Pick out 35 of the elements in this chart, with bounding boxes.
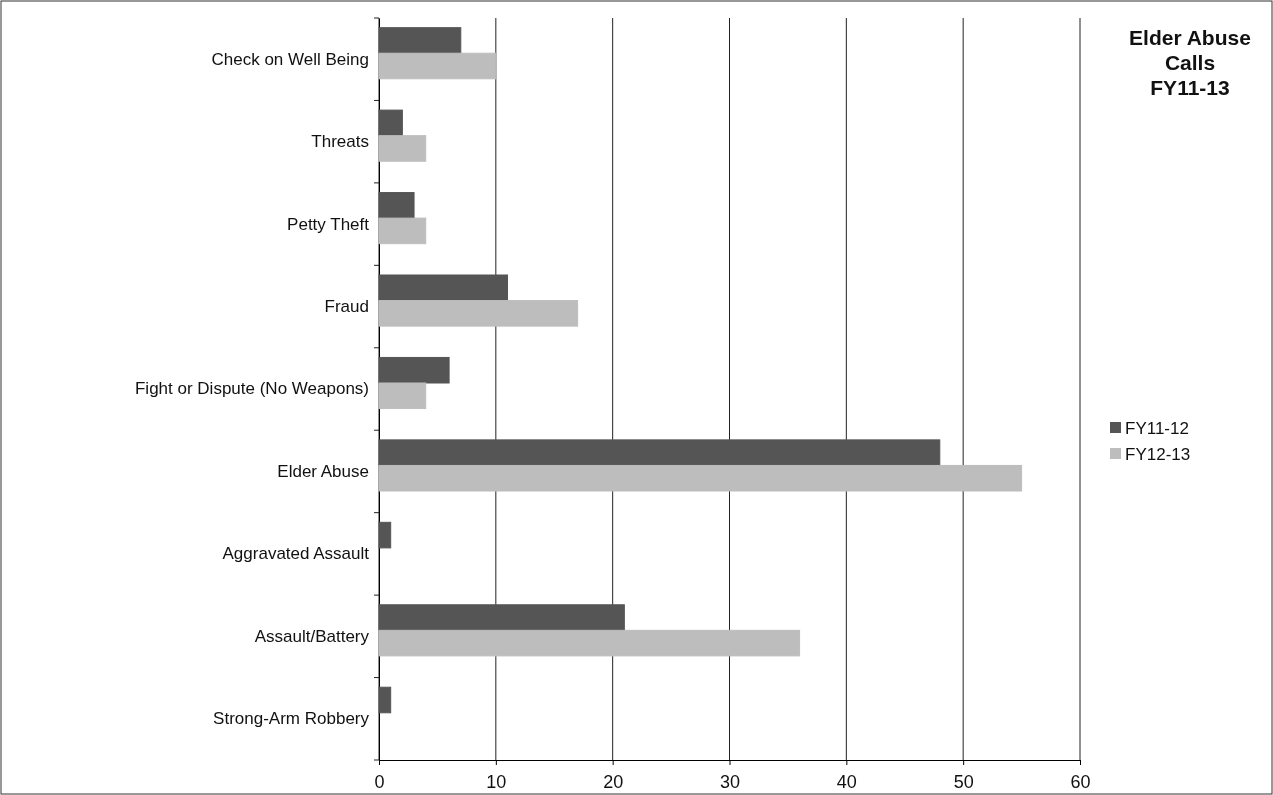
x-tick-label: 50 <box>953 771 974 792</box>
bar <box>378 382 427 410</box>
y-tick-label: Fraud <box>324 297 369 316</box>
y-tick-label: Elder Abuse <box>277 461 369 481</box>
bar <box>378 300 579 327</box>
x-tick-label: 30 <box>719 771 741 792</box>
bar <box>378 686 392 714</box>
y-tick-label: Petty Theft <box>287 214 370 234</box>
bar <box>378 192 415 219</box>
bar <box>378 135 427 162</box>
y-tick-label: Check on Well Being <box>211 49 369 69</box>
x-tick-label: 20 <box>603 771 624 792</box>
bar <box>378 629 801 657</box>
y-tick-label: Threats <box>311 132 369 152</box>
x-tick-label: 10 <box>486 771 507 792</box>
x-tick-label: 0 <box>374 771 385 792</box>
y-tick-label: Fight or Dispute (No Weapons) <box>134 379 369 399</box>
bar <box>378 604 625 631</box>
bar <box>378 521 392 549</box>
y-tick-label: Aggravated Assault <box>222 544 370 564</box>
bar <box>378 217 427 245</box>
legend-label: FY11-12 <box>1125 418 1189 438</box>
x-tick-label: 60 <box>1070 771 1091 792</box>
bar <box>378 27 462 54</box>
bar <box>378 109 403 137</box>
y-tick-label: Strong-Arm Robbery <box>213 709 370 729</box>
text: Elder Abuse Calls FY11-13 <box>1129 26 1251 100</box>
bar <box>378 439 941 466</box>
legend-label: FY12-13 <box>1125 444 1191 464</box>
bar <box>378 52 497 80</box>
x-tick-label: 40 <box>836 771 857 792</box>
bar <box>378 464 1023 492</box>
bar <box>378 356 450 384</box>
y-tick-label: Assault/Battery <box>254 626 370 646</box>
bar <box>378 274 509 302</box>
